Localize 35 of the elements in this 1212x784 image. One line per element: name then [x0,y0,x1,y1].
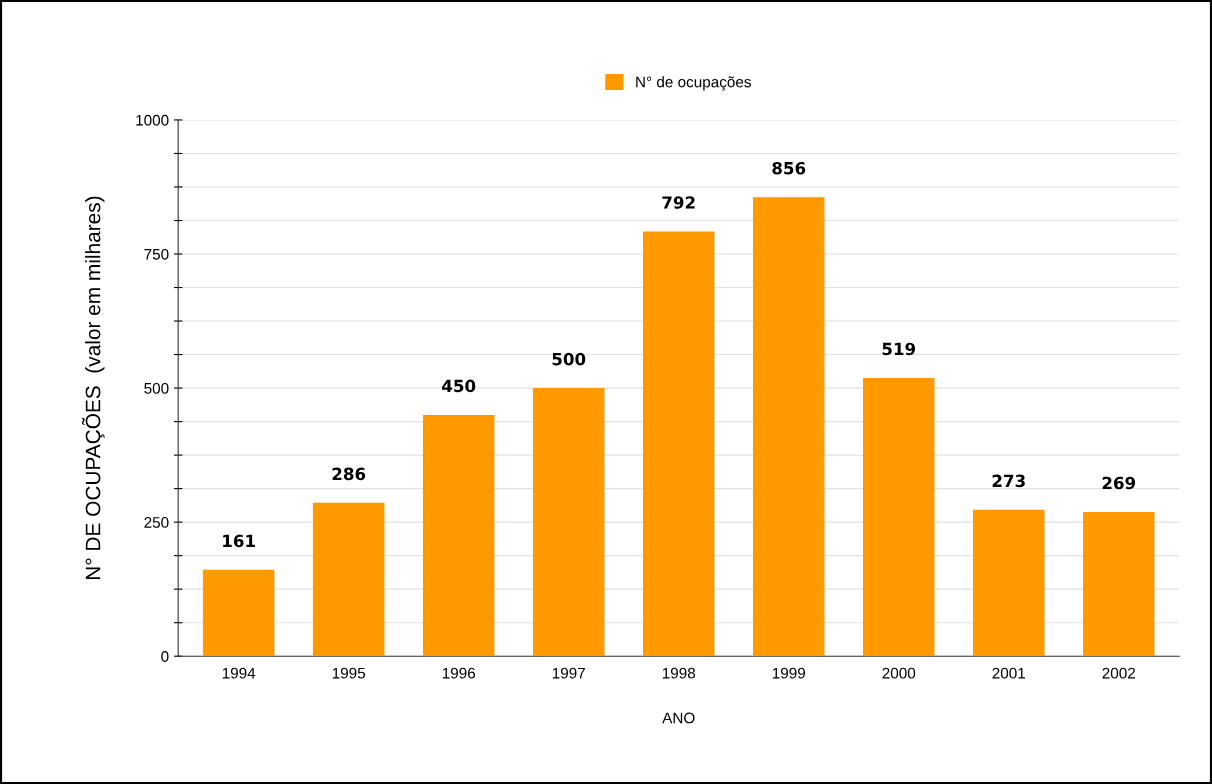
legend-label: N° de ocupações [636,76,751,91]
x-axis-title: ANO [662,712,695,724]
y-tick-label: 0 [161,651,169,662]
y-tick-label: 500 [144,382,169,394]
data-label: 269 [1102,476,1136,490]
data-label: 500 [552,352,586,366]
data-label: 519 [882,342,916,356]
bar [752,197,825,657]
x-tick-label: 1995 [332,667,366,679]
bar [862,377,935,657]
y-axis-title: N° DE OCUPAÇÕES (valor em milhares) [81,196,105,580]
x-tick-label: 1996 [442,667,476,679]
bar [1083,511,1155,657]
x-tick-label: 1999 [772,667,805,679]
data-label: 792 [662,196,695,209]
data-label: 450 [442,379,476,393]
data-label: 161 [223,534,255,548]
data-label: 286 [332,467,366,481]
y-tick-label: 750 [144,248,169,260]
bar [312,502,385,657]
bar [532,388,605,657]
data-label: 856 [772,161,806,175]
bar [422,414,495,657]
y-tick-label: 1000 [136,114,169,126]
bar [202,569,275,657]
x-tick-label: 1994 [222,667,256,679]
x-tick-label: 1998 [662,667,696,679]
bar [642,231,715,657]
x-tick-label: 2001 [992,667,1026,679]
x-tick-label: 2002 [1102,667,1135,679]
y-tick-label: 250 [144,517,169,528]
data-label: 273 [992,474,1025,488]
x-tick-label: 2000 [882,667,916,679]
bar [973,509,1045,657]
x-tick-label: 1997 [552,667,585,679]
